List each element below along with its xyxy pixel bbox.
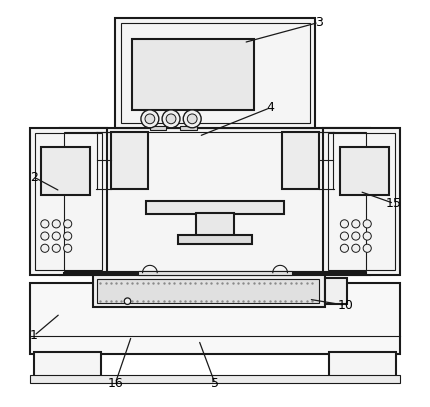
Bar [64, 132, 366, 271]
Circle shape [41, 244, 49, 252]
Circle shape [41, 220, 49, 228]
Text: 3: 3 [315, 16, 323, 29]
Text: 16: 16 [108, 377, 123, 390]
Bar [97, 279, 319, 303]
Circle shape [52, 232, 60, 240]
Bar [341, 147, 389, 195]
Bar [150, 126, 166, 130]
Circle shape [141, 110, 159, 128]
Bar [323, 128, 400, 275]
Text: 2: 2 [30, 171, 38, 184]
Bar [325, 278, 347, 304]
Circle shape [64, 232, 72, 240]
Text: 10: 10 [337, 299, 353, 312]
Circle shape [341, 232, 348, 240]
Circle shape [52, 220, 60, 228]
Circle shape [363, 220, 371, 228]
Bar [41, 147, 89, 195]
Bar [196, 213, 234, 238]
Circle shape [363, 232, 371, 240]
Circle shape [41, 232, 49, 240]
Bar [329, 352, 396, 381]
Circle shape [124, 298, 131, 304]
Bar [93, 275, 325, 307]
Text: 15: 15 [386, 197, 402, 210]
Bar [30, 283, 400, 354]
Circle shape [352, 220, 360, 228]
Circle shape [64, 220, 72, 228]
Circle shape [341, 244, 348, 252]
Circle shape [145, 114, 155, 124]
Bar [115, 18, 315, 128]
Circle shape [183, 110, 201, 128]
Circle shape [352, 232, 360, 240]
Bar [178, 235, 252, 244]
Bar [282, 132, 319, 189]
Circle shape [162, 110, 180, 128]
Bar [328, 133, 395, 270]
Circle shape [187, 114, 197, 124]
Text: 4: 4 [266, 101, 274, 114]
Circle shape [166, 114, 176, 124]
Bar [60, 128, 370, 275]
Bar [132, 39, 254, 110]
Bar [35, 133, 102, 270]
Circle shape [341, 220, 348, 228]
Bar [111, 132, 148, 189]
Bar [181, 126, 197, 130]
Bar [34, 352, 101, 381]
Bar [30, 375, 400, 383]
Circle shape [64, 244, 72, 252]
Circle shape [352, 244, 360, 252]
Circle shape [363, 244, 371, 252]
Bar [138, 271, 292, 275]
Text: 1: 1 [30, 329, 38, 342]
Text: 5: 5 [211, 377, 219, 390]
Bar [120, 23, 310, 123]
Bar [146, 201, 284, 214]
Circle shape [52, 244, 60, 252]
Bar [30, 128, 107, 275]
